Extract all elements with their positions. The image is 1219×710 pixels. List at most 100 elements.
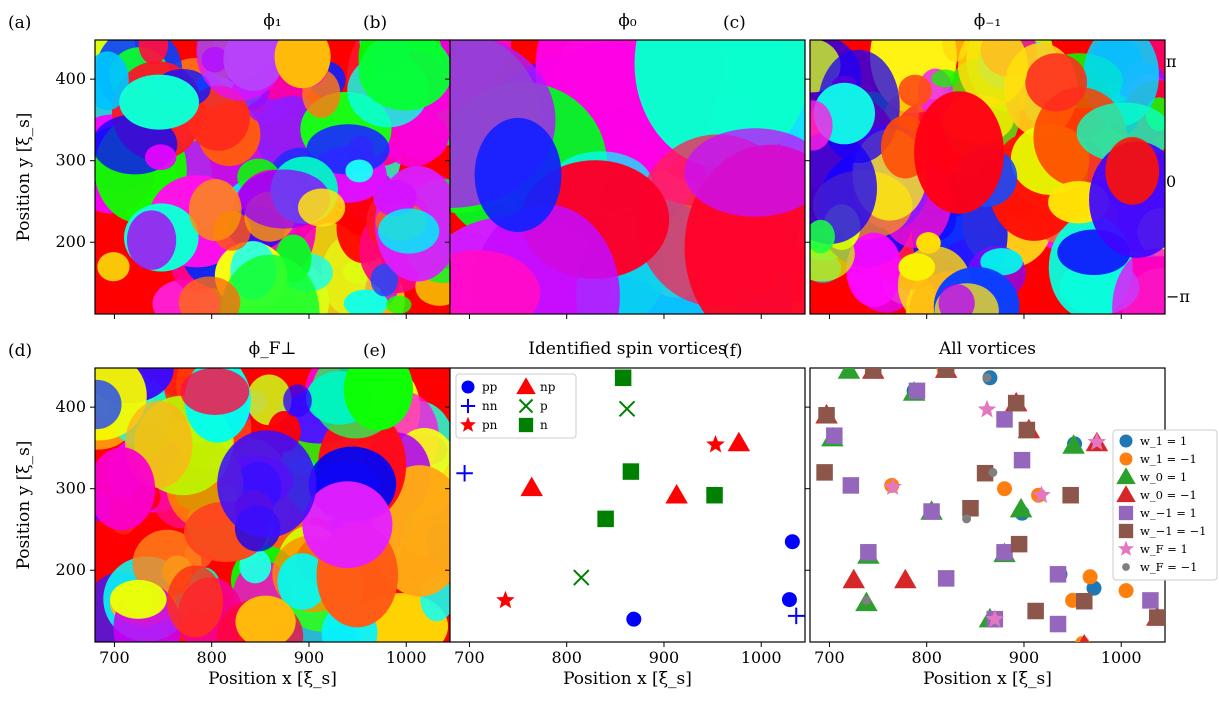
legend-marker bbox=[461, 380, 475, 394]
point-w-1-1 bbox=[997, 481, 1013, 497]
point-w-f-1 bbox=[962, 514, 972, 524]
legend-marker bbox=[518, 417, 534, 433]
scatter-points bbox=[456, 369, 805, 627]
phase-field bbox=[450, 40, 805, 314]
x-tick-label: 900 bbox=[294, 648, 325, 667]
point-pp bbox=[784, 534, 800, 550]
point-w-1-1 bbox=[1062, 486, 1079, 504]
legend-label: pn bbox=[482, 418, 498, 432]
point-pp bbox=[781, 592, 797, 608]
panel-title: ϕ₋₁ bbox=[974, 11, 1001, 31]
point-w-1-1 bbox=[860, 544, 877, 561]
panel-d: 700 800 900 1000 200 300 400 (d) ϕ_F⊥ Position y … bbox=[8, 339, 451, 689]
legend-label: w_−1 = 1 bbox=[1140, 506, 1197, 520]
legend-label: w_F = 1 bbox=[1140, 542, 1188, 556]
point-w-1-1 bbox=[908, 382, 926, 400]
legend-label: w_F = −1 bbox=[1140, 560, 1197, 574]
x-tick-label: 900 bbox=[1009, 648, 1040, 667]
point-w-1-1 bbox=[1018, 421, 1036, 439]
panel-b: (b) ϕ₀ bbox=[363, 11, 806, 319]
point-np bbox=[665, 483, 688, 504]
point-w-1-1 bbox=[937, 570, 955, 587]
legend-label: w_0 = −1 bbox=[1140, 488, 1197, 502]
point-w-1-1 bbox=[1027, 602, 1044, 620]
point-np bbox=[520, 476, 543, 497]
panel-letter: (e) bbox=[363, 341, 386, 361]
legend-marker bbox=[1118, 523, 1134, 539]
phase-field bbox=[95, 40, 450, 314]
point-p bbox=[573, 569, 590, 586]
legend-marker bbox=[516, 377, 536, 395]
panel-title: ϕ₁ bbox=[263, 11, 281, 31]
point-w-0-1 bbox=[837, 368, 861, 379]
x-tick-label: 800 bbox=[196, 648, 227, 667]
point-w-f-1 bbox=[861, 595, 871, 605]
legend-label: w_1 = −1 bbox=[1140, 452, 1197, 466]
legend-label: w_0 = 1 bbox=[1140, 470, 1187, 484]
x-tick-label: 700 bbox=[99, 648, 130, 667]
point-p bbox=[618, 400, 636, 417]
x-tick-label: 800 bbox=[911, 648, 942, 667]
legend-marker bbox=[1118, 505, 1134, 521]
point-pn bbox=[496, 590, 515, 609]
point-w-0-1 bbox=[1062, 434, 1085, 454]
legend-marker bbox=[1116, 467, 1136, 485]
panel-letter: (a) bbox=[8, 13, 31, 33]
point-w-1-1 bbox=[816, 464, 833, 481]
point-nn bbox=[456, 464, 473, 482]
colorbar-label-minus-pi: −π bbox=[1166, 287, 1190, 306]
axes-frame bbox=[449, 367, 806, 643]
legend-label: nn bbox=[482, 399, 498, 413]
point-pn bbox=[706, 434, 725, 453]
legend-label: w_1 = 1 bbox=[1140, 434, 1187, 448]
point-w-1-1 bbox=[1142, 592, 1159, 609]
y-axis-label: Position y [ξ_s] bbox=[14, 441, 34, 570]
point-w-1-1 bbox=[818, 407, 835, 424]
axes-frame bbox=[809, 39, 1166, 315]
legend-label: w_−1 = −1 bbox=[1140, 524, 1206, 538]
point-w-1-1 bbox=[826, 427, 843, 444]
x-axis-label: Position x [ξ_s] bbox=[563, 669, 692, 689]
point-w-1-1 bbox=[1049, 566, 1067, 583]
x-tick-label: 1000 bbox=[386, 648, 427, 667]
point-pp bbox=[626, 611, 642, 627]
panel-title: ϕ₀ bbox=[618, 11, 637, 31]
panel-letter: (b) bbox=[363, 13, 387, 33]
point-w-0-1 bbox=[1009, 497, 1033, 518]
point-w-1-1 bbox=[937, 368, 955, 378]
point-w-f-1 bbox=[988, 467, 998, 477]
x-tick-label: 900 bbox=[649, 648, 680, 667]
y-tick-label: 400 bbox=[55, 397, 86, 416]
point-w-0-1 bbox=[894, 568, 917, 589]
x-axis-label: Position x [ξ_s] bbox=[923, 669, 1052, 689]
point-w-1-1 bbox=[1007, 394, 1025, 412]
point-w-1-1 bbox=[1076, 592, 1093, 610]
point-np bbox=[727, 431, 751, 452]
x-axis-label: Position x [ξ_s] bbox=[208, 669, 337, 689]
point-n bbox=[622, 463, 640, 480]
legend-label: p bbox=[540, 399, 548, 413]
legend-marker bbox=[1119, 434, 1133, 448]
legend-all-vortices: w_1 = 1 w_1 = −1 w_0 = 1 w_0 = −1 w_−1 = 1 w_… bbox=[1112, 429, 1218, 581]
x-tick-label: 700 bbox=[814, 648, 845, 667]
point-nn bbox=[787, 607, 805, 625]
x-tick-label: 1000 bbox=[1101, 648, 1142, 667]
point-w-1-1 bbox=[842, 477, 860, 494]
colorbar-label-zero: 0 bbox=[1166, 172, 1176, 191]
point-w-1-1 bbox=[864, 368, 882, 379]
panel-letter: (d) bbox=[8, 341, 32, 361]
point-w-1-1 bbox=[1082, 569, 1098, 585]
x-tick-label: 700 bbox=[454, 648, 485, 667]
axes-frame bbox=[449, 39, 806, 315]
y-tick-label: 300 bbox=[55, 151, 86, 170]
y-tick-label: 400 bbox=[55, 69, 86, 88]
x-tick-label: 1000 bbox=[741, 648, 782, 667]
point-w-f-1 bbox=[1087, 432, 1107, 451]
panel-title: ϕ_F⊥ bbox=[249, 339, 297, 359]
panel-letter: (f) bbox=[723, 341, 743, 361]
point-w-1-1 bbox=[923, 503, 940, 520]
panel-title: Identified spin vortices bbox=[528, 339, 727, 359]
x-tick-label: 800 bbox=[551, 648, 582, 667]
point-w-f-1 bbox=[1032, 485, 1051, 504]
